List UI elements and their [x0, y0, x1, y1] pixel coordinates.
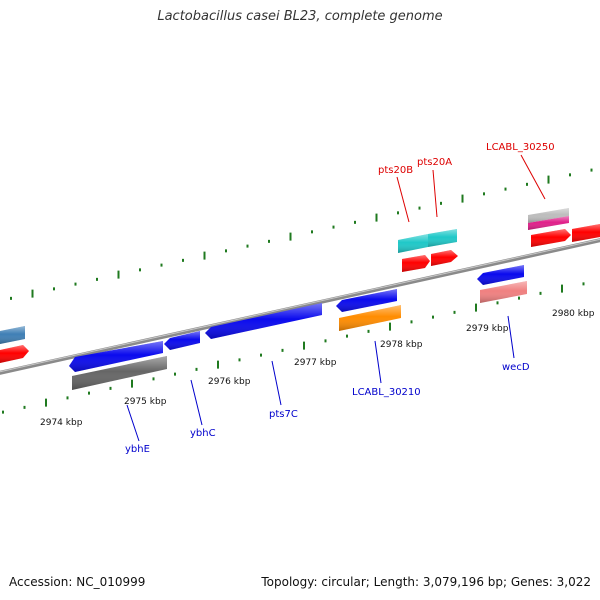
- gene-features: [0, 208, 600, 390]
- gene-LCABL-30200-arrow-shade: [336, 289, 397, 312]
- callout-LCABL-30250: [520, 154, 546, 200]
- gene-left-steelblue-shade: [0, 326, 25, 344]
- gene-labels: ybhE ybhC pts7C LCABL_30210 wecD pts20B …: [125, 142, 555, 455]
- callout-ybhC: [190, 379, 203, 426]
- gene-label-LCABL-30210[interactable]: LCABL_30210: [352, 387, 421, 398]
- map-title: Lactobacillus casei BL23, complete genom…: [157, 9, 443, 24]
- gene-label-wecD[interactable]: wecD: [502, 362, 530, 373]
- gene-left-red-arrow-shade: [0, 345, 29, 363]
- callout-pts7C: [271, 360, 282, 406]
- gene-pts20B-arrow-shade: [402, 255, 430, 272]
- gene-ybhE-overlay-gray-shade: [72, 356, 167, 390]
- gene-label-ybhE[interactable]: ybhE: [125, 444, 150, 455]
- gene-LCABL-30250-magenta-shade: [528, 216, 569, 230]
- inner-tick-row: [2, 282, 585, 414]
- gene-wecD-overlay-pink-shade: [480, 281, 527, 303]
- outer-tick-row: [10, 168, 593, 300]
- scale-label-2977: 2977 kbp: [294, 358, 337, 368]
- accession-text: Accession: NC_010999: [9, 575, 146, 589]
- callout-pts20B: [396, 176, 410, 223]
- scale-label-2980: 2980 kbp: [552, 309, 595, 319]
- gene-label-pts7C[interactable]: pts7C: [269, 409, 298, 420]
- genome-backbone-highlight: [0, 238, 600, 373]
- callout-wecD: [507, 315, 515, 359]
- gene-red-arrow-2-shade: [572, 224, 600, 242]
- scale-label-2979: 2979 kbp: [466, 324, 509, 334]
- scale-label-2975: 2975 kbp: [124, 397, 167, 407]
- gene-ybhC-arrow-shade: [164, 331, 200, 350]
- callout-ybhE: [126, 404, 140, 442]
- genome-backbone: [0, 238, 600, 375]
- gene-pts20A-cyan-shade: [428, 229, 457, 247]
- gene-pts7C-arrow-shade: [205, 303, 322, 339]
- gene-label-LCABL-30250[interactable]: LCABL_30250: [486, 142, 555, 153]
- gene-label-ybhC[interactable]: ybhC: [190, 428, 216, 439]
- gene-LCABL-30250-lightgray-shade: [528, 208, 569, 223]
- callout-LCABL-30210: [374, 340, 382, 384]
- gene-LCABL-30210-orange-shade: [339, 305, 401, 331]
- scale-label-2978: 2978 kbp: [380, 340, 423, 350]
- scale-labels: 2974 kbp 2975 kbp 2976 kbp 2977 kbp 2978…: [40, 309, 595, 428]
- gene-ybhE-arrow-shade: [69, 341, 163, 372]
- topology-text: Topology: circular; Length: 3,079,196 bp…: [261, 575, 591, 589]
- callout-pts20A: [432, 169, 438, 218]
- scale-label-2974: 2974 kbp: [40, 418, 83, 428]
- scale-label-2976: 2976 kbp: [208, 377, 251, 387]
- gene-pts20A-arrow-shade: [431, 250, 458, 266]
- gene-red-arrow-1-shade: [531, 229, 571, 247]
- gene-label-pts20A[interactable]: pts20A: [417, 157, 452, 168]
- gene-pts20B-cyan-shade: [398, 234, 428, 253]
- label-callouts: [126, 154, 546, 442]
- gene-wecD-arrow-shade: [477, 265, 524, 285]
- gene-label-pts20B[interactable]: pts20B: [378, 165, 413, 176]
